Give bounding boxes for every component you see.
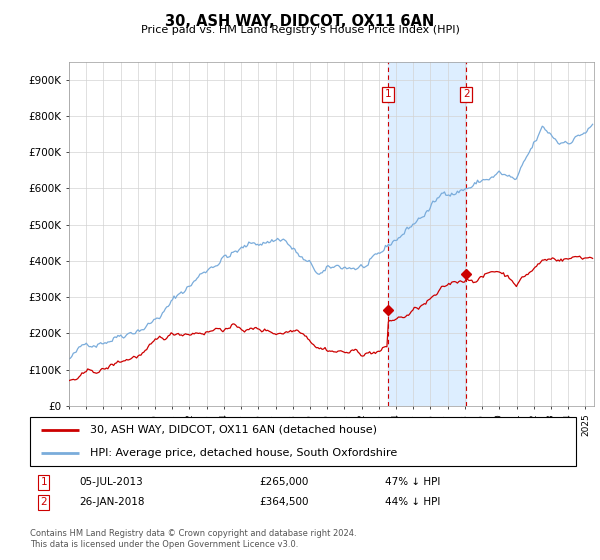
Text: HPI: Average price, detached house, South Oxfordshire: HPI: Average price, detached house, Sout… [90,447,397,458]
Text: 47% ↓ HPI: 47% ↓ HPI [385,477,440,487]
Text: 30, ASH WAY, DIDCOT, OX11 6AN: 30, ASH WAY, DIDCOT, OX11 6AN [166,14,434,29]
Text: 26-JAN-2018: 26-JAN-2018 [79,497,145,507]
Text: £265,000: £265,000 [259,477,308,487]
Text: 30, ASH WAY, DIDCOT, OX11 6AN (detached house): 30, ASH WAY, DIDCOT, OX11 6AN (detached … [90,425,377,435]
Text: £364,500: £364,500 [259,497,309,507]
Bar [388,62,466,406]
Text: 1: 1 [385,89,391,99]
Text: 2: 2 [40,497,47,507]
Text: 44% ↓ HPI: 44% ↓ HPI [385,497,440,507]
Text: 2: 2 [463,89,469,99]
Text: Contains HM Land Registry data © Crown copyright and database right 2024.
This d: Contains HM Land Registry data © Crown c… [30,529,356,549]
Text: 1: 1 [40,477,47,487]
Text: Price paid vs. HM Land Registry's House Price Index (HPI): Price paid vs. HM Land Registry's House … [140,25,460,35]
Text: 05-JUL-2013: 05-JUL-2013 [79,477,143,487]
